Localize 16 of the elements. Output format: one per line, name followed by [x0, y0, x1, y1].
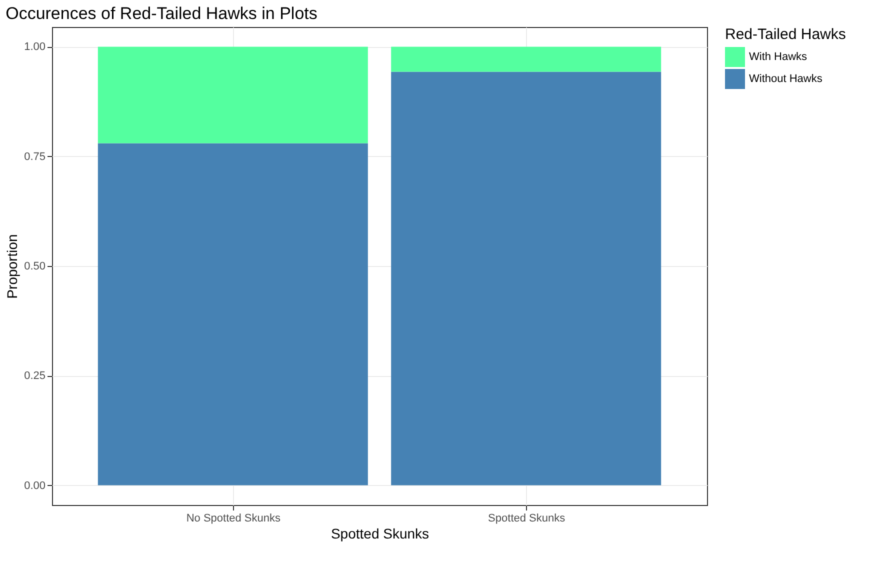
bar	[391, 72, 662, 486]
legend-label: Without Hawks	[749, 73, 823, 85]
y-axis-title: Proportion	[4, 234, 20, 299]
legend-label: With Hawks	[749, 51, 808, 63]
legend-title: Red-Tailed Hawks	[725, 26, 846, 43]
y-tick-label: 0.75	[24, 150, 46, 163]
y-tick-label: 0.25	[24, 370, 46, 382]
y-tick-label: 0.00	[24, 480, 46, 492]
bar	[98, 143, 368, 486]
y-tick-label: 0.50	[24, 260, 46, 272]
x-tick-label: No Spotted Skunks	[186, 512, 281, 524]
x-axis-title: Spotted Skunks	[330, 526, 430, 542]
bar	[391, 46, 662, 72]
y-tick-label: 1.00	[24, 41, 46, 54]
chart-title: Occurences of Red-Tailed Hawks in Plots	[6, 4, 318, 23]
bar	[98, 46, 368, 144]
